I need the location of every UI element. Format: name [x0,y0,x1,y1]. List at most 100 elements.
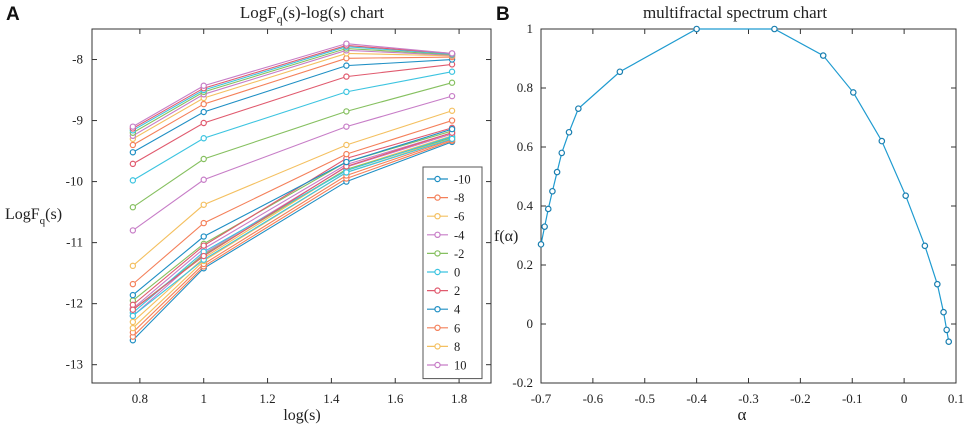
y-tick-label: 0.8 [517,80,533,95]
data-point [200,201,207,208]
x-tick-label: -0.3 [738,391,759,406]
x-tick-label: -0.7 [531,391,552,406]
data-point [200,155,207,163]
data-point [544,205,552,213]
chart-b-ylabel: f(α) [494,228,518,245]
x-tick-label: 0 [901,391,908,406]
legend-marker [434,194,441,201]
legend-label: -8 [454,191,464,205]
data-point [129,149,137,156]
spectrum-line [540,28,950,342]
data-point [902,192,909,199]
data-point [934,280,941,288]
chart-b: -0.7 -0.6 -0.5 -0.4 -0.3 -0.2 -0.1 0 0.1 -0.2 0 0.2… [512,21,964,406]
legend-label: -6 [454,210,464,224]
data-point [343,169,350,176]
legend-marker [434,287,441,294]
series-line [132,63,453,165]
series-line [132,128,453,296]
data-point [129,227,137,234]
data-point [448,50,456,57]
data-point [549,187,556,195]
data-point [541,223,548,230]
legend-label: -10 [454,173,471,187]
series-line [132,95,453,231]
y-tick-label: 0.2 [517,257,533,272]
data-point [448,125,456,133]
y-tick-label: 0 [527,316,534,331]
data-point [200,135,207,142]
x-tick-label: 1.2 [259,391,275,406]
y-tick-label: 0.4 [517,198,534,213]
series-line [132,133,453,317]
series-line [132,137,453,311]
data-point [693,25,700,33]
data-point [878,137,886,145]
data-point [200,242,207,249]
series-line [132,138,453,317]
data-point [448,92,456,100]
data-point [129,306,137,313]
legend-marker [434,175,441,183]
data-point [200,233,207,240]
x-tick-label: 1.6 [387,391,404,406]
data-point [448,135,456,143]
data-point [553,168,561,176]
data-point [343,62,350,69]
legend-label: 0 [454,266,460,280]
data-point [129,177,137,184]
legend-label: -4 [454,228,465,242]
data-point [921,242,929,250]
series-line [132,47,453,134]
data-point [819,52,827,59]
panel-a-letter: A [6,4,20,25]
x-tick-label: 1.8 [451,391,467,406]
chart-a-ylabel: LogFq(s) [5,206,62,227]
data-point [945,338,953,346]
data-point [565,128,573,136]
chart-a-frame [91,28,492,384]
data-point [940,308,947,316]
data-point [200,252,207,260]
legend-label: 4 [454,303,461,317]
series-line [132,58,453,153]
legend-label: 2 [454,284,460,298]
series-line [132,127,453,306]
data-point [129,291,137,299]
data-point [343,141,350,149]
data-point [448,107,456,114]
chart-b-xlabel: α [738,405,747,424]
legend-marker [434,361,441,369]
legend-marker [434,231,441,238]
data-point [616,68,624,76]
data-point [200,119,207,127]
x-tick-label: 0.1 [948,391,964,406]
series-line [132,71,453,181]
x-tick-label: -0.6 [583,391,604,406]
series-line [132,56,453,146]
data-point [343,150,350,158]
y-tick-label: -9 [72,113,83,128]
series-line [132,110,453,267]
legend-label: 10 [454,359,467,373]
legend-label: -2 [454,247,464,261]
data-point [129,141,137,149]
series-line [132,141,453,341]
y-tick-label: -10 [66,174,83,189]
data-point [343,88,350,96]
series-line [132,43,453,128]
chart-a: 0.8 1 1.2 1.4 1.6 1.8 -13 -12 -11 -10 -9 -8 -10 -8 -6 -… [66,28,492,406]
data-point [200,108,207,116]
series-line [132,132,453,309]
data-point [448,68,456,75]
x-tick-label: -0.2 [790,391,811,406]
y-tick-label: 1 [527,21,534,36]
data-point [448,117,456,124]
y-tick-label: -12 [66,296,83,311]
series-line [132,120,453,285]
data-point [129,262,137,270]
data-point [537,241,545,248]
legend-marker [434,306,441,313]
chart-b-frame [540,28,957,384]
